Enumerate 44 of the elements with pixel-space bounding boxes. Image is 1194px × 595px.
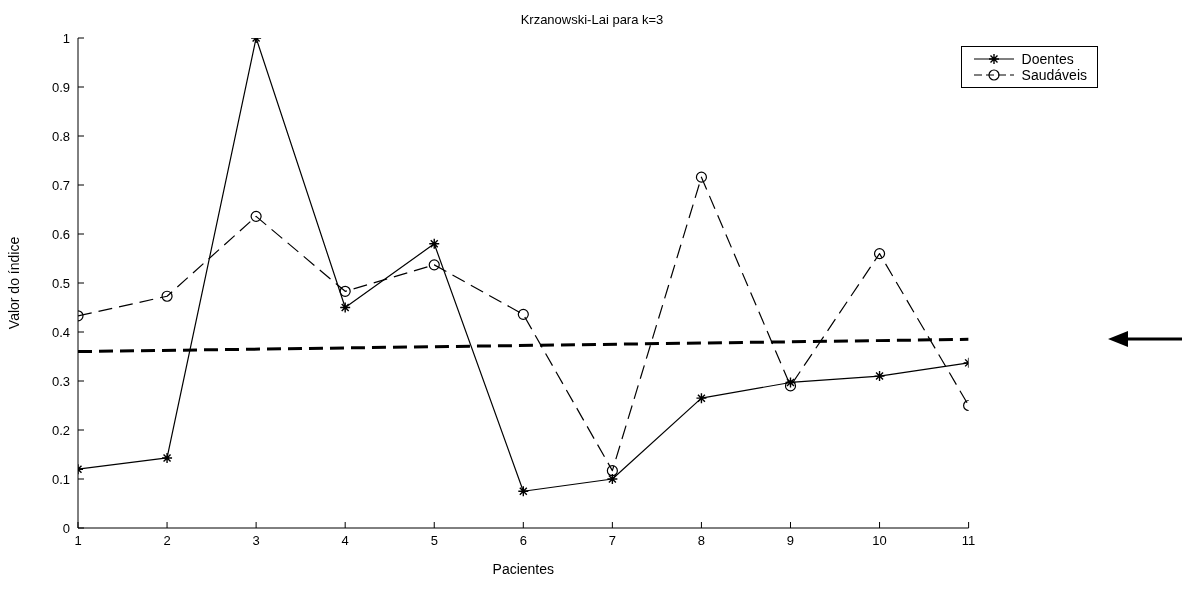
x-tick-label: 11 xyxy=(961,533,976,549)
point xyxy=(695,392,708,404)
point xyxy=(161,290,173,302)
y-tick-label: 0.2 xyxy=(51,422,70,438)
point xyxy=(339,301,351,314)
x-tick-label: 8 xyxy=(697,533,706,549)
y-tick-label: 0.9 xyxy=(51,79,70,95)
point xyxy=(784,380,797,392)
point xyxy=(784,376,797,389)
y-tick-label: 1 xyxy=(62,30,70,46)
point xyxy=(339,285,351,297)
y-tick-label: 0 xyxy=(62,520,70,536)
y-tick-label: 0.1 xyxy=(51,471,70,487)
x-tick-label: 1 xyxy=(74,533,82,549)
point xyxy=(517,308,529,320)
point xyxy=(873,248,886,260)
point xyxy=(517,485,529,497)
legend-label: Saudáveis xyxy=(1021,67,1087,83)
x-axis-title: Pacientes xyxy=(492,561,555,577)
y-tick-label: 0.3 xyxy=(51,373,70,389)
x-tick-label: 4 xyxy=(341,533,349,549)
point xyxy=(161,452,173,464)
point xyxy=(695,171,708,183)
y-axis-title: Valor do índice xyxy=(5,236,22,330)
x-tick-label: 10 xyxy=(872,533,887,549)
x-tick-label: 9 xyxy=(786,533,795,549)
y-tick-label: 0.4 xyxy=(51,324,70,340)
point xyxy=(606,465,618,477)
point xyxy=(606,473,619,485)
x-tick-label: 5 xyxy=(430,533,438,549)
x-tick-label: 6 xyxy=(519,533,527,549)
y-tick-label: 0.7 xyxy=(51,177,70,193)
point xyxy=(428,238,440,250)
x-tick-label: 7 xyxy=(608,533,616,549)
point xyxy=(873,370,886,382)
x-tick-label: 2 xyxy=(163,533,171,549)
y-tick-label: 0.6 xyxy=(51,226,70,242)
y-tick-label: 0.5 xyxy=(51,275,70,291)
point xyxy=(250,210,262,222)
y-tick-label: 0.8 xyxy=(51,128,70,144)
legend-label: Doentes xyxy=(1021,51,1074,67)
chart-title: Krzanowski-Lai para k=3 xyxy=(519,12,665,27)
x-tick-label: 3 xyxy=(252,533,260,549)
point xyxy=(428,259,440,271)
